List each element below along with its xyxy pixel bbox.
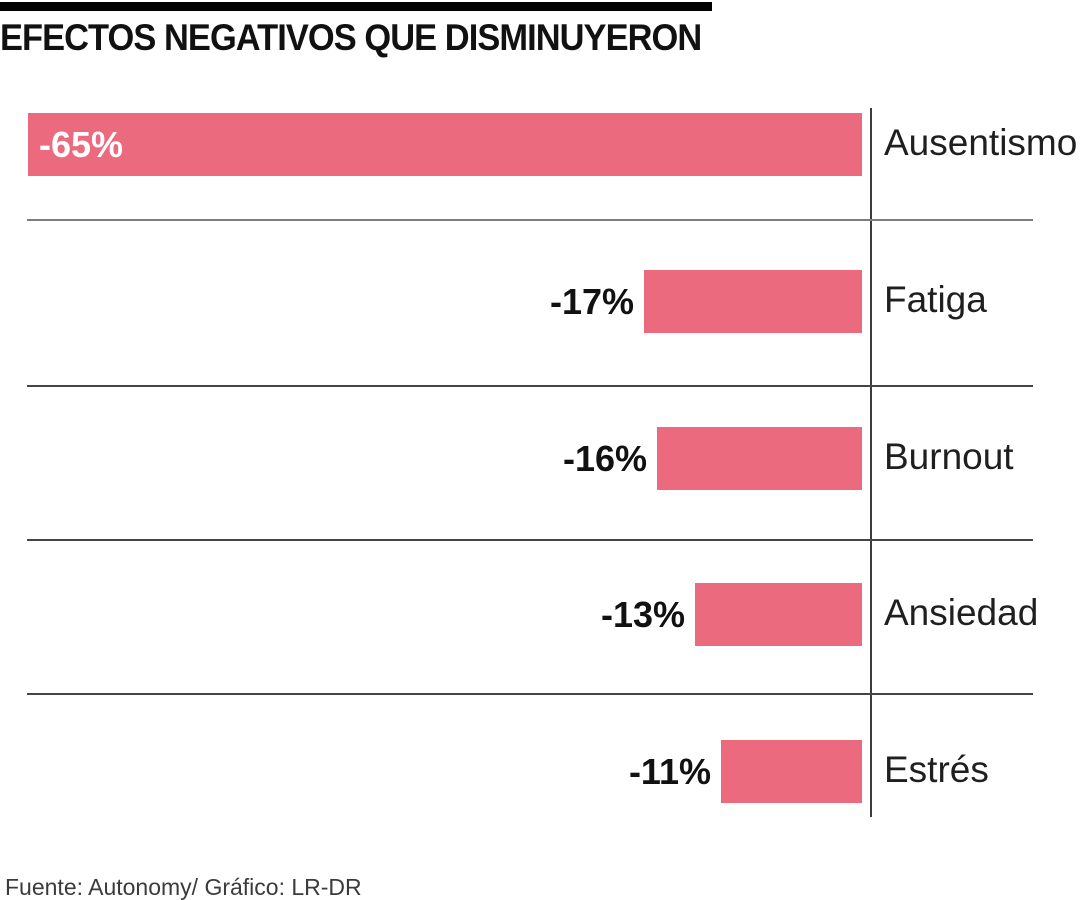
value-label: -17% (549, 281, 634, 322)
category-label: Burnout (884, 436, 1014, 477)
value-label: -13% (600, 594, 685, 635)
row-separator (27, 693, 1033, 695)
category-label: Estrés (884, 749, 989, 790)
bar-fatiga (644, 270, 862, 333)
value-label: -16% (562, 438, 647, 479)
value-label: -65% (39, 124, 124, 165)
row-separator (27, 219, 1033, 221)
axis-baseline (870, 108, 872, 817)
category-label: Ausentismo (884, 122, 1078, 163)
bar-burnout (657, 427, 862, 490)
bar-estres (721, 740, 862, 803)
row-separator (27, 539, 1033, 541)
source-note: Fuente: Autonomy/ Gráfico: LR-DR (5, 874, 362, 900)
page-title: EFECTOS NEGATIVOS QUE DISMINUYERON (0, 17, 702, 58)
category-label: Fatiga (884, 279, 987, 320)
top-accent-bar (0, 2, 712, 11)
row-separator (27, 385, 1033, 387)
bar-ansiedad (695, 583, 862, 646)
category-label: Ansiedad (884, 592, 1039, 633)
value-label: -11% (628, 751, 711, 792)
bar-ausentismo (28, 113, 862, 176)
